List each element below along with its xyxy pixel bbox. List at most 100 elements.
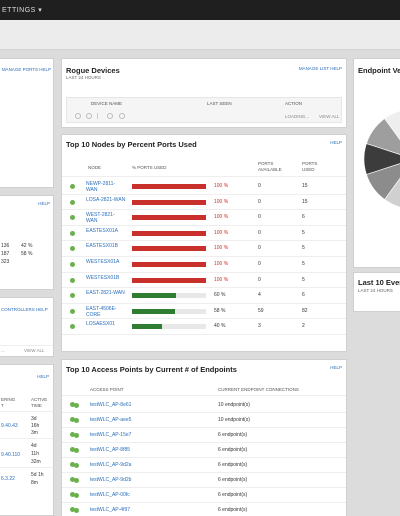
status-ok-icon	[70, 262, 75, 267]
node-name-link[interactable]: EASTESX01A	[86, 227, 118, 234]
col-sub-time: TIME	[31, 403, 42, 408]
node-row: EAST-2821-WAN 60 % 4 6	[62, 288, 346, 304]
active-time-line: 3d	[31, 416, 37, 422]
help-link[interactable]: HELP	[330, 140, 342, 145]
panel-title: Endpoint Ve	[358, 66, 400, 75]
left-panel-2: HELP 136 42 % 187 58 % 323	[0, 195, 54, 290]
node-name-link[interactable]: LOSA-2821-WAN	[86, 196, 126, 203]
endpoint-ip-link[interactable]: 9.40.43	[1, 423, 18, 429]
controllers-link[interactable]: CONTROLLERS HELP	[1, 307, 48, 312]
pct-label: 100 %	[214, 261, 229, 267]
ports-used-value: 5	[302, 261, 305, 267]
help-link[interactable]: HELP	[330, 365, 342, 370]
access-point-link[interactable]: testWLC_AP-00fc	[90, 492, 130, 498]
header-ports-available: PORTS AVAILABLE	[258, 161, 282, 172]
node-row: WESTESX01B 100 % 0 5	[62, 273, 346, 289]
left-help-link[interactable]: HELP	[38, 201, 50, 206]
access-point-link[interactable]: testWLC_AP-8f85	[90, 447, 131, 453]
ports-used-bar	[132, 215, 206, 221]
endpoint-count: 6 endpoint(s)	[218, 447, 248, 453]
ports-used-bar-fill	[132, 215, 206, 221]
node-name-link[interactable]: NEWP-2811-WAN	[86, 181, 116, 193]
left-help-link-2[interactable]: HELP	[37, 374, 49, 379]
access-point-icon	[70, 507, 81, 513]
node-name-link[interactable]: WESTESX01B	[86, 274, 120, 281]
ports-used-bar	[132, 293, 206, 299]
ports-available-value: 0	[258, 261, 261, 267]
endpoint-count: 6 endpoint(s)	[218, 462, 248, 468]
top-navigation-bar: ETTINGS ▾	[0, 0, 400, 20]
access-point-link[interactable]: testWLC_AP-8e61	[90, 402, 132, 408]
node-name-link[interactable]: EASTESX01B	[86, 243, 118, 250]
header-device-name: DEVICE NAME	[91, 101, 123, 106]
access-point-link[interactable]: testWLC_AP-aee5	[90, 417, 132, 423]
endpoint-ip-link[interactable]: 9.40.110	[1, 452, 21, 458]
status-ok-icon	[70, 184, 75, 189]
node-name-link[interactable]: WESTESX01A	[86, 259, 120, 265]
top-access-points-panel: Top 10 Access Points by Current # of End…	[61, 359, 347, 516]
access-point-icon	[70, 402, 81, 408]
top-nodes-panel: Top 10 Nodes by Percent Ports Used HELP …	[61, 134, 347, 352]
last-page-icon[interactable]	[119, 113, 125, 119]
first-page-icon[interactable]	[75, 113, 81, 119]
status-ok-icon	[70, 277, 75, 283]
pct-label: 100 %	[214, 198, 229, 205]
endpoint-ip-link[interactable]: 6.3.22	[1, 476, 15, 482]
prev-page-icon[interactable]	[86, 113, 92, 119]
endpoint-count: 10 endpoint(s)	[218, 417, 250, 423]
node-name-link[interactable]: EAST-2821-WAN	[86, 290, 125, 297]
value-187: 187	[1, 251, 10, 257]
manage-ports-link[interactable]: MANAGE PORTS HELP	[1, 67, 51, 72]
access-point-link[interactable]: testWLC_AP-4f97	[90, 507, 131, 513]
ports-used-value: 5	[302, 276, 305, 283]
panel-title: Top 10 Nodes by Percent Ports Used	[66, 140, 197, 149]
ports-available-value: 3	[258, 323, 261, 330]
endpoint-count: 10 endpoint(s)	[218, 402, 250, 408]
left-view-all-button[interactable]: VIEW ALL	[24, 348, 45, 353]
settings-menu[interactable]: ETTINGS ▾	[2, 7, 43, 14]
ports-available-value: 0	[258, 183, 261, 189]
access-point-row: testWLC_AP-00fc 6 endpoint(s)	[62, 488, 346, 503]
rogue-pager	[75, 113, 155, 121]
node-row: LOSAESX01 40 % 3 2	[62, 319, 346, 335]
access-point-link[interactable]: testWLC_AP-9d2b	[90, 477, 132, 483]
value-42pct: 42 %	[21, 243, 33, 249]
last-events-panel: Last 10 Event LAST 24 HOURS	[353, 272, 400, 312]
active-time-line: 16h	[31, 423, 40, 429]
access-point-link[interactable]: testWLC_AP-15e7	[90, 432, 132, 438]
node-row: NEWP-2811-WAN 100 % 0 15	[62, 179, 346, 195]
node-name-link[interactable]: WEST-2821-WAN	[86, 212, 115, 225]
ports-used-bar-fill	[132, 230, 206, 236]
ports-used-bar	[132, 324, 206, 330]
ports-used-bar-fill	[132, 308, 175, 314]
ports-used-bar-fill	[132, 262, 206, 267]
ports-available-value: 4	[258, 292, 261, 299]
panel-subtitle: LAST 24 HOURS	[358, 288, 393, 293]
node-row: LOSA-2821-WAN 100 % 0 15	[62, 195, 346, 211]
ports-available-value: 59	[258, 307, 264, 314]
access-point-row: testWLC_AP-8e61 10 endpoint(s)	[62, 398, 346, 413]
ports-available-value: 0	[258, 245, 261, 252]
ports-used-bar-fill	[132, 293, 177, 299]
ports-used-bar	[132, 246, 206, 252]
rogue-view-all-button[interactable]: VIEW ALL	[319, 114, 340, 119]
header-last-seen: LAST SEEN	[207, 101, 232, 106]
node-name-link[interactable]: EAST-4506E-CORE	[86, 305, 117, 318]
access-point-link[interactable]: testWLC_AP-9d2a	[90, 462, 132, 468]
ports-used-bar	[132, 308, 206, 314]
pie-slice[interactable]	[384, 109, 400, 159]
left-panel-3: CONTROLLERS HELP ... VIEW ALL	[0, 297, 54, 357]
value-58pct: 58 %	[21, 251, 33, 257]
status-ok-icon	[70, 199, 75, 205]
node-name-link[interactable]: LOSAESX01	[86, 321, 115, 328]
access-point-row: testWLC_AP-8f85 6 endpoint(s)	[62, 443, 346, 458]
status-ok-icon	[70, 324, 75, 330]
endpoint-pie-chart	[363, 109, 400, 208]
status-ok-icon	[70, 246, 75, 252]
access-point-row: testWLC_AP-15e7 6 endpoint(s)	[62, 428, 346, 443]
dashboard-toolbar	[0, 20, 400, 50]
next-page-icon[interactable]	[107, 113, 113, 119]
manage-list-link[interactable]: MANAGE LIST HELP	[298, 66, 342, 71]
access-point-row: testWLC_AP-9d2b 6 endpoint(s)	[62, 473, 346, 488]
col-header-ering: ERING	[1, 397, 16, 402]
